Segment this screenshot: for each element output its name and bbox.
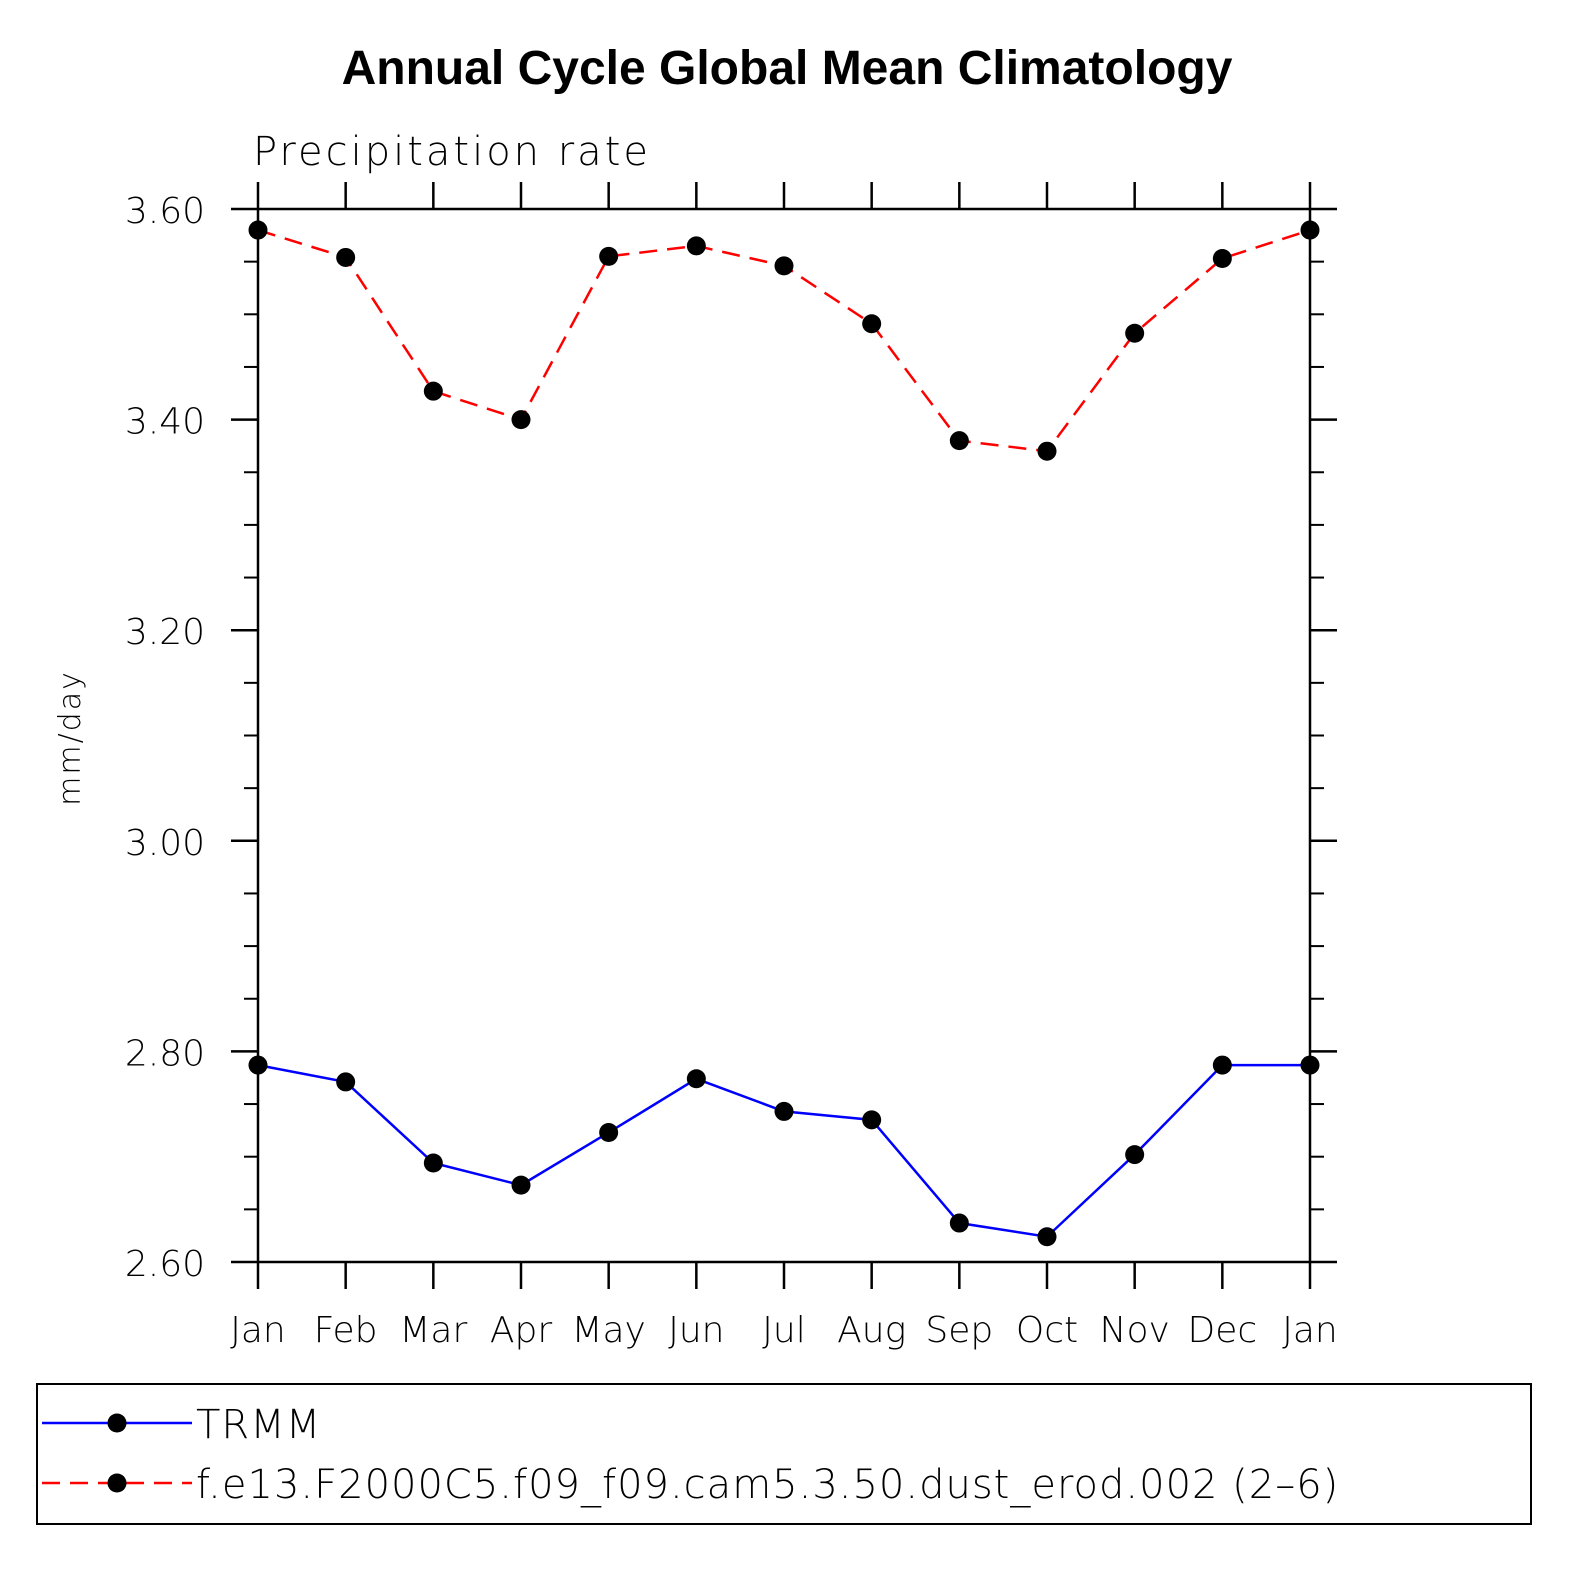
legend-label-1: TRMM (196, 1402, 321, 1448)
series-1-point (774, 1101, 794, 1121)
series-1-point (949, 1213, 969, 1233)
series-2-point (862, 314, 882, 334)
series-line-1 (257, 1063, 1310, 1239)
y-tick-label: 2.80 (125, 1033, 205, 1074)
series-2-point (599, 246, 619, 266)
x-tick-label: Mar (399, 1310, 467, 1351)
series-2-point (686, 236, 706, 256)
series-2-point (949, 431, 969, 451)
series-2-point (336, 247, 356, 267)
series-1-point (686, 1069, 706, 1089)
axes-group: Jan Feb Mar Apr May Jun Jul Aug Sep Oct Nov Dec Jan 2… (125, 182, 1338, 1351)
series-1-point (336, 1072, 356, 1092)
series-1-point (1212, 1055, 1232, 1075)
series-2-point (248, 220, 268, 240)
series-1-point (1300, 1055, 1320, 1075)
series-2-point (1125, 323, 1145, 343)
legend-box (36, 1383, 1532, 1525)
x-tick-label: Jan (1282, 1310, 1338, 1351)
series-1-point (423, 1153, 443, 1173)
series-2-point (774, 256, 794, 276)
chart-title: Annual Cycle Global Mean Climatology (342, 42, 1233, 95)
legend-label-2: f.e13.F2000C5.f09_f09.cam5.3.50.dust_ero… (196, 1462, 1339, 1508)
series-1-point (511, 1175, 531, 1195)
x-tick-label: Apr (490, 1310, 552, 1351)
x-tick-label: Aug (837, 1310, 906, 1351)
legend-marker-1 (107, 1413, 127, 1433)
x-tick-label: Jan (230, 1310, 286, 1351)
series-1-point (599, 1122, 619, 1142)
x-tick-label: Jun (668, 1310, 724, 1351)
x-tick-label: Nov (1100, 1310, 1170, 1351)
chart-subtitle: Precipitation rate (253, 129, 651, 175)
series-2-point (1037, 441, 1057, 461)
series-2-point (1300, 220, 1320, 240)
series-1-point (1037, 1227, 1057, 1247)
series-2-point (1212, 248, 1232, 268)
y-tick-label: 2.60 (125, 1244, 205, 1285)
series-group (248, 220, 1320, 1247)
y-tick-label: 3.60 (125, 191, 205, 232)
x-tick-label: Feb (314, 1310, 378, 1351)
series-1-point (1125, 1145, 1145, 1165)
y-axis-label: mm/day (53, 670, 88, 806)
series-1-point (862, 1110, 882, 1130)
y-tick-label: 3.40 (125, 402, 205, 443)
y-tick-label: 3.00 (125, 823, 205, 864)
x-tick-label: Dec (1187, 1310, 1257, 1351)
y-tick-label: 3.20 (125, 612, 205, 653)
legend-marker-2 (107, 1473, 127, 1493)
x-tick-label: Sep (925, 1310, 993, 1351)
legend: TRMM f.e13.F2000C5.f09_f09.cam5.3.50.dust… (36, 1383, 1532, 1525)
x-tick-label: Jul (762, 1310, 805, 1351)
x-tick-label: Oct (1016, 1310, 1078, 1351)
series-2-point (423, 381, 443, 401)
series-2-point (511, 410, 531, 430)
x-tick-label: May (571, 1310, 645, 1351)
series-1-point (248, 1055, 268, 1075)
